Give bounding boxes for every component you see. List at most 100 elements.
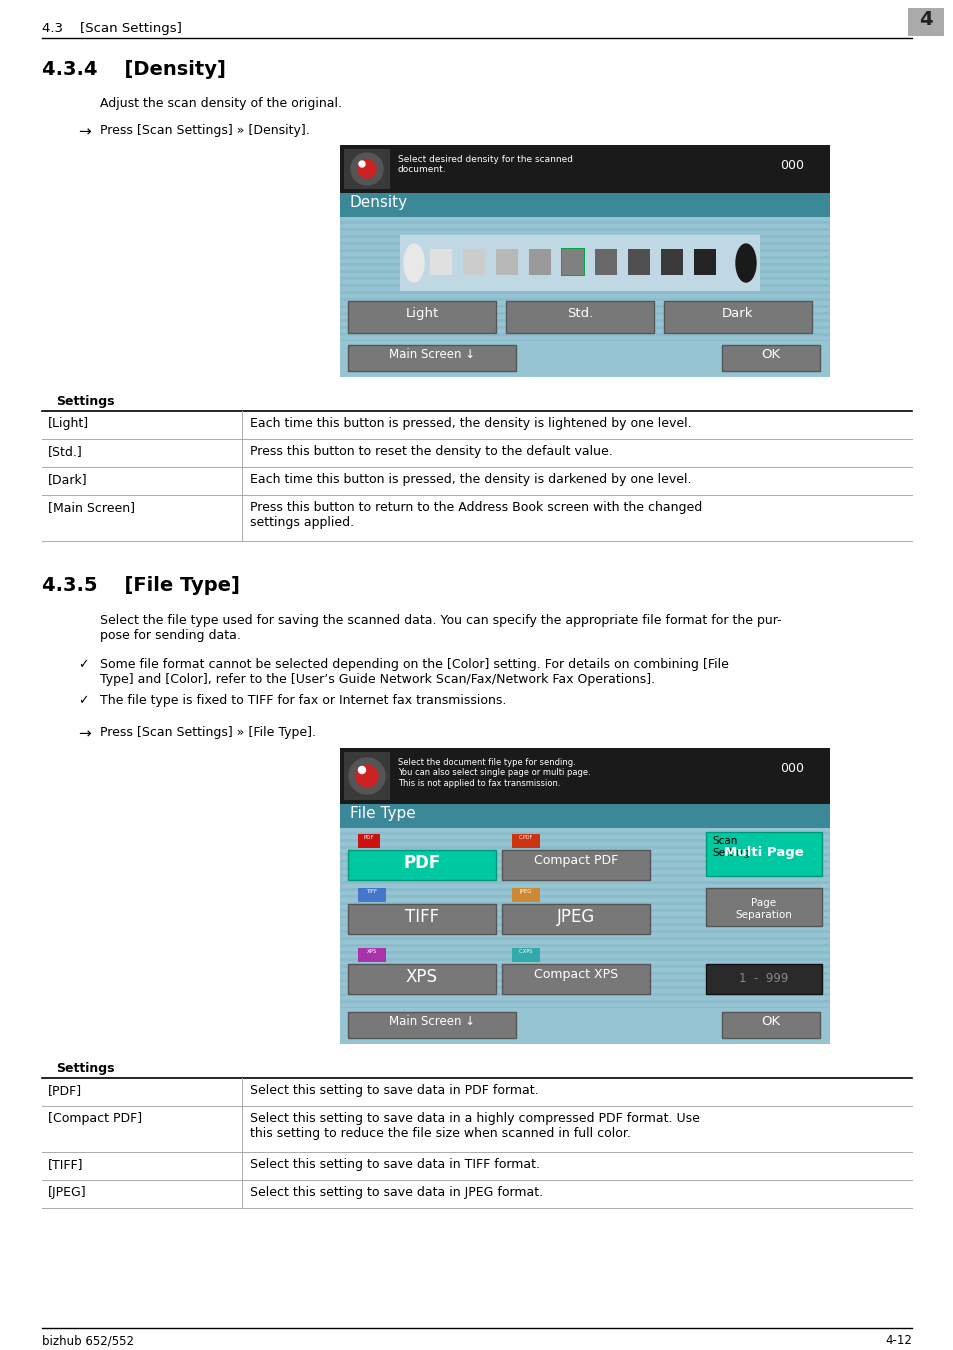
- Text: Settings: Settings: [56, 1062, 114, 1075]
- Circle shape: [358, 161, 365, 167]
- Text: Each time this button is pressed, the density is darkened by one level.: Each time this button is pressed, the de…: [250, 472, 691, 486]
- Bar: [339, 1003, 829, 1007]
- Bar: [339, 940, 829, 944]
- Text: [Dark]: [Dark]: [48, 472, 88, 486]
- Bar: [339, 244, 829, 248]
- Bar: [339, 836, 829, 838]
- Bar: [339, 856, 829, 860]
- Text: Std.: Std.: [566, 306, 593, 320]
- Bar: [512, 948, 539, 963]
- Text: →: →: [78, 726, 91, 741]
- Bar: [348, 904, 496, 934]
- Bar: [660, 248, 682, 275]
- Text: Select this setting to save data in TIFF format.: Select this setting to save data in TIFF…: [250, 1158, 539, 1170]
- Text: →: →: [78, 124, 91, 139]
- Text: 4: 4: [919, 9, 932, 28]
- Bar: [339, 329, 829, 333]
- Circle shape: [357, 161, 375, 178]
- Bar: [339, 217, 829, 221]
- Bar: [339, 849, 829, 853]
- Bar: [512, 888, 539, 902]
- Text: Light: Light: [405, 306, 438, 320]
- Bar: [348, 301, 496, 333]
- Text: 4.3.4    [Density]: 4.3.4 [Density]: [42, 59, 226, 80]
- Text: The file type is fixed to TIFF for fax or Internet fax transmissions.: The file type is fixed to TIFF for fax o…: [100, 694, 506, 707]
- Bar: [339, 1008, 829, 1044]
- Bar: [339, 919, 829, 923]
- Bar: [496, 248, 517, 275]
- Text: OK: OK: [760, 1015, 780, 1027]
- Bar: [339, 968, 829, 972]
- Text: Main Screen ↓: Main Screen ↓: [389, 1015, 475, 1027]
- Bar: [339, 315, 829, 319]
- Text: [JPEG]: [JPEG]: [48, 1187, 87, 1199]
- Bar: [357, 834, 379, 848]
- Text: [TIFF]: [TIFF]: [48, 1158, 84, 1170]
- Text: XPS: XPS: [366, 949, 376, 954]
- Bar: [339, 748, 829, 805]
- Bar: [344, 148, 390, 189]
- Bar: [339, 878, 829, 882]
- Bar: [348, 1012, 516, 1038]
- Bar: [348, 964, 496, 994]
- Text: Press [Scan Settings] » [File Type].: Press [Scan Settings] » [File Type].: [100, 726, 315, 738]
- Text: Press [Scan Settings] » [Density].: Press [Scan Settings] » [Density].: [100, 124, 310, 136]
- Bar: [663, 301, 811, 333]
- Bar: [339, 259, 829, 263]
- Bar: [339, 975, 829, 979]
- Bar: [339, 898, 829, 902]
- Bar: [339, 252, 829, 256]
- Bar: [339, 926, 829, 930]
- Bar: [339, 884, 829, 888]
- Bar: [357, 948, 386, 963]
- Bar: [339, 904, 829, 909]
- Text: Press this button to reset the density to the default value.: Press this button to reset the density t…: [250, 446, 612, 458]
- Text: Density: Density: [350, 194, 408, 211]
- Bar: [561, 248, 583, 275]
- Bar: [339, 933, 829, 937]
- Text: Select this setting to save data in a highly compressed PDF format. Use
this set: Select this setting to save data in a hi…: [250, 1112, 700, 1139]
- Text: JPEG: JPEG: [519, 890, 532, 894]
- Bar: [348, 346, 516, 371]
- Bar: [339, 946, 829, 950]
- Circle shape: [349, 757, 385, 794]
- Bar: [344, 752, 390, 801]
- Text: Compact PDF: Compact PDF: [534, 855, 618, 867]
- Bar: [501, 964, 649, 994]
- Bar: [339, 342, 829, 377]
- Text: Dark: Dark: [721, 306, 753, 320]
- Bar: [339, 279, 829, 284]
- Bar: [430, 248, 452, 275]
- Bar: [339, 217, 829, 342]
- Text: [Light]: [Light]: [48, 417, 89, 431]
- Bar: [339, 308, 829, 312]
- Text: PDF: PDF: [403, 855, 440, 872]
- Text: XPS: XPS: [406, 968, 437, 986]
- Bar: [339, 336, 829, 340]
- Text: Settings: Settings: [56, 396, 114, 408]
- Text: Compact XPS: Compact XPS: [534, 968, 618, 981]
- Text: 000: 000: [780, 761, 803, 775]
- Bar: [693, 248, 716, 275]
- Bar: [339, 913, 829, 917]
- Bar: [399, 235, 760, 292]
- Ellipse shape: [403, 244, 423, 282]
- Bar: [501, 904, 649, 934]
- Circle shape: [355, 765, 377, 787]
- Text: ✓: ✓: [78, 657, 89, 671]
- Bar: [339, 231, 829, 235]
- Bar: [348, 850, 496, 880]
- Bar: [339, 266, 829, 270]
- Bar: [721, 1012, 820, 1038]
- Bar: [339, 238, 829, 242]
- Circle shape: [358, 767, 365, 774]
- Text: 1  -  999: 1 - 999: [739, 972, 788, 986]
- Text: TIFF: TIFF: [404, 909, 438, 926]
- Text: 4-12: 4-12: [884, 1334, 911, 1347]
- Ellipse shape: [735, 244, 755, 282]
- Text: Select the document file type for sending.
You can also select single page or mu: Select the document file type for sendin…: [397, 757, 590, 788]
- Text: File Type: File Type: [350, 806, 416, 821]
- Bar: [529, 248, 551, 275]
- Bar: [339, 954, 829, 958]
- Text: Adjust the scan density of the original.: Adjust the scan density of the original.: [100, 97, 341, 109]
